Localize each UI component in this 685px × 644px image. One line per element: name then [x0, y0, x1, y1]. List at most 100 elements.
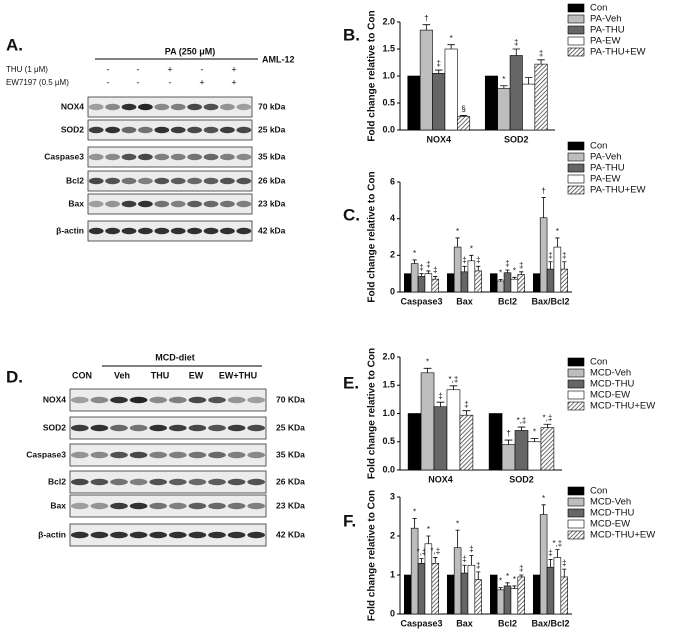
significance-marker: ‡ — [433, 266, 437, 275]
legend-swatch — [567, 379, 585, 389]
y-tick-label: 0 — [390, 608, 395, 618]
bar — [522, 83, 536, 131]
bar — [431, 562, 440, 615]
error-bar — [447, 44, 455, 49]
bar — [503, 272, 512, 293]
band — [129, 502, 148, 510]
band — [110, 451, 128, 459]
bar — [474, 270, 483, 293]
bar — [510, 588, 519, 615]
band — [220, 103, 235, 111]
error-bar — [543, 423, 552, 428]
bar — [560, 268, 569, 293]
legend-label: Con — [590, 357, 607, 368]
legend-label: Con — [590, 486, 607, 497]
legend-swatch — [567, 486, 585, 496]
bar — [410, 263, 419, 293]
bar — [553, 246, 562, 293]
significance-marker: *,‡ — [543, 413, 553, 422]
significance-marker: * — [502, 75, 505, 84]
error-bar — [512, 48, 520, 56]
significance-marker: * — [427, 525, 430, 534]
y-tick-label: 0.5 — [382, 436, 395, 446]
band — [90, 502, 109, 510]
error-bar — [512, 276, 517, 280]
significance-marker: ‡ — [519, 261, 523, 270]
bar — [534, 63, 548, 131]
band — [220, 126, 235, 134]
blot-strip — [87, 193, 253, 215]
band — [138, 153, 153, 161]
x-tick-label: SOD2 — [509, 474, 534, 484]
band-label: β-actin — [56, 225, 84, 235]
band — [247, 396, 266, 404]
blot-strip — [87, 220, 253, 242]
bar — [532, 574, 541, 615]
panel-label: F. — [343, 511, 356, 530]
x-tick-label: NOX4 — [426, 134, 451, 144]
legend-swatch — [567, 401, 585, 411]
band — [70, 502, 89, 510]
legend-label: MCD-THU+EW — [590, 530, 655, 541]
condition-label: EW7197 (0.5 μM) — [6, 78, 69, 87]
y-tick-label: 2 — [390, 250, 395, 260]
error-bar — [419, 273, 424, 277]
band-size: 35 kDa — [258, 151, 286, 161]
error-bar — [519, 271, 524, 275]
error-bar — [469, 254, 474, 261]
panel-label: E. — [343, 373, 359, 392]
error-bar — [455, 529, 460, 548]
band-size: 42 KDa — [276, 529, 305, 539]
error-bar — [562, 261, 567, 270]
x-tick-label: Bax/Bcl2 — [531, 296, 569, 306]
legend-swatch — [567, 530, 585, 540]
bar — [484, 75, 498, 131]
error-bar — [435, 69, 443, 74]
bar — [446, 574, 455, 615]
lane-label: Veh — [114, 370, 130, 380]
legend-label: PA-THU — [590, 25, 625, 36]
band — [208, 478, 226, 486]
significance-marker: *,‡ — [517, 416, 527, 425]
band — [247, 478, 266, 486]
blot-strip — [69, 494, 267, 518]
legend-label: PA-THU — [590, 163, 625, 174]
bar — [417, 562, 426, 615]
band — [227, 396, 246, 404]
condition-sign: - — [137, 77, 140, 87]
band — [88, 177, 104, 185]
band — [138, 200, 153, 208]
blot-strip — [87, 119, 253, 141]
band-size: 70 kDa — [258, 101, 286, 111]
band — [110, 478, 128, 486]
legend-swatch — [567, 14, 585, 24]
band — [170, 153, 186, 161]
band-label: Bcl2 — [48, 476, 66, 486]
band — [236, 126, 252, 134]
legend-swatch — [567, 141, 585, 151]
bar — [433, 406, 448, 471]
x-tick-label: SOD2 — [504, 134, 529, 144]
band — [121, 103, 137, 111]
legend-swatch — [567, 357, 585, 367]
y-tick-label: 1.5 — [382, 43, 395, 53]
band — [247, 451, 266, 459]
legend-swatch — [567, 185, 585, 195]
bar — [417, 276, 426, 293]
legend-label: Con — [590, 3, 607, 14]
error-bar — [433, 276, 438, 280]
bar — [446, 389, 461, 471]
legend-swatch — [567, 152, 585, 162]
significance-marker: * — [542, 494, 545, 503]
band — [129, 531, 148, 539]
error-bar — [462, 564, 467, 574]
significance-marker: * — [450, 34, 453, 43]
band-size: 23 kDa — [258, 198, 286, 208]
legend-label: MCD-THU — [590, 508, 634, 519]
blot-header: PA (250 μM) — [165, 46, 216, 56]
error-bar — [498, 279, 503, 281]
significance-marker: ‡ — [476, 255, 480, 264]
significance-marker: * — [456, 519, 459, 528]
error-bar — [462, 265, 467, 272]
bar — [407, 413, 422, 471]
